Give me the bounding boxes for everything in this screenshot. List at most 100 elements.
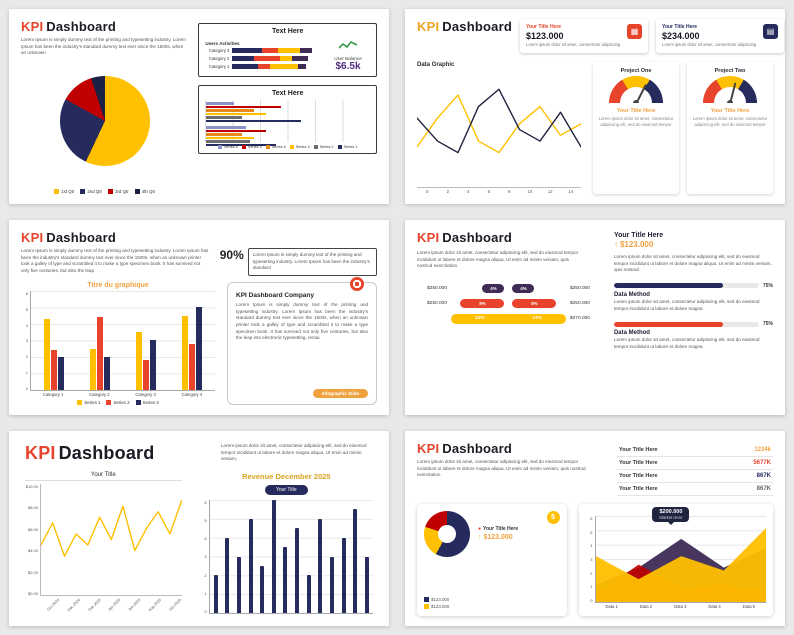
lg-swatch-part <box>337 145 342 149</box>
vb-ytick-part: 4 <box>25 322 28 328</box>
hg-bar-part <box>206 109 255 112</box>
hs-label-part: Category 3 <box>208 48 230 53</box>
lc-plot-part <box>40 484 182 596</box>
lg-swatch-part <box>134 189 140 194</box>
stat-card-2: Your Title Here $234.000 Lorem ipsum dol… <box>655 19 784 53</box>
lg-label-part: 4th Qtr <box>141 189 156 194</box>
vb-group-part <box>44 291 64 390</box>
vb-xlabels-part: Data 1 Data 2 Data 3 Data 4 Data 5 <box>595 604 766 609</box>
stat-title: Your Title Here <box>661 24 698 30</box>
fn-pill-part: 4% <box>512 283 535 293</box>
hg-bar-part <box>206 136 255 139</box>
donut-row: $ ● Your Title Here ↑ $123.000 <box>424 511 560 594</box>
monthly-line-chart: $10.00 $8.00 $6.00 $4.00 $2.00 $0.00 Oct 2024 D… <box>25 484 182 614</box>
hg-bar-part <box>206 143 277 146</box>
slide6-bottom-row: $ ● Your Title Here ↑ $123.000 $123.000 $1… <box>417 504 773 616</box>
pg-fill-part <box>613 283 723 289</box>
fn-bar-label-part: 14% <box>532 316 542 322</box>
hs-seg-part <box>232 56 255 61</box>
lg-swatch-part <box>313 145 318 149</box>
data-method-label: Data Method <box>613 330 650 337</box>
span-part: Oct 2024 <box>46 598 61 612</box>
vb-bar-part <box>44 319 50 390</box>
vb-bar-part <box>97 317 103 390</box>
vb-bar-part <box>182 315 188 390</box>
title-rest: Dashboard <box>442 19 512 34</box>
hs-bars-part <box>232 64 307 69</box>
span-part: 8 <box>508 189 511 194</box>
vb-col-part <box>283 547 288 613</box>
your-title-pill[interactable]: Your Title <box>264 485 308 495</box>
svg-part <box>41 484 182 595</box>
vb-corner-part <box>586 604 595 609</box>
calculator-icon: ▦ <box>626 24 642 39</box>
project-subtitle: Your Title Here <box>710 107 750 114</box>
lg-item-part: 3rd Qtr <box>108 189 129 194</box>
quarterly-pie-chart <box>59 76 150 167</box>
lg-item-part: Series 1 <box>77 400 100 405</box>
spark-line-icon <box>338 40 358 49</box>
pg-label-part: 75% <box>762 321 773 328</box>
lc-row-part <box>417 72 581 188</box>
slide2-header: KPI Dashboard Your Title Here $123.000 Lo… <box>417 19 784 53</box>
user-balance-label: User Balance <box>334 56 362 61</box>
project-one-card: Project One Your Title Here Lorem ipsum … <box>593 61 679 194</box>
slide6-header-row: KPI Dashboard Lorem ipsum dolor sit amet,… <box>417 441 773 496</box>
kpi-label: Your Title Here <box>619 460 658 466</box>
vb-ytick-part: 6 <box>590 516 593 521</box>
stat-description: Lorem ipsum dolor sit amet, consectetur … <box>525 42 621 47</box>
donut-info: $ ● Your Title Here ↑ $123.000 <box>478 511 560 594</box>
infographic-slide-button[interactable]: Infographic Slide <box>312 389 368 398</box>
lg-swatch-part <box>80 189 86 194</box>
lg-item-part: 1st Qtr <box>54 189 74 194</box>
vb-ytick-part: 6 <box>25 290 28 296</box>
lc-corner-part <box>25 597 40 614</box>
stat-card-1: Your Title Here $123.000 Lorem ipsum dol… <box>519 19 648 53</box>
grouped-bar-chart: 6 5 4 3 2 1 0 Category 1 Category 2 Category 3 Cat… <box>21 290 215 397</box>
vb-x-part: Data 1 Data 2 Data 3 Data 4 Data 5 <box>586 604 766 609</box>
project-one-gauge <box>609 75 663 103</box>
fn-mid-part: 8% 8% <box>451 298 566 308</box>
donut-title: ● Your Title Here <box>478 526 518 532</box>
svg-part <box>417 72 581 187</box>
stat-value: $234.000 <box>661 31 700 41</box>
title-rest: Dashboard <box>58 443 155 463</box>
hg-bar-part <box>206 116 243 119</box>
project-two-gauge <box>703 75 757 103</box>
revenue-column-chart: 6 5 4 3 2 1 0 <box>200 500 373 614</box>
vb-col-part <box>306 575 311 613</box>
lc-ytick-part: $4.00 <box>27 548 38 554</box>
stat-value: $123.000 <box>525 31 564 41</box>
donut-amount: $123.000 <box>483 534 513 541</box>
funnel-chart: $250.000 4% 4% $250.000 $250.000 8% 8% $250.000… <box>417 283 600 324</box>
lg-label-part: Series 3 <box>142 400 159 405</box>
vb-ytick-part: 0 <box>590 597 593 603</box>
vb-col-part <box>271 500 276 613</box>
lg-label-part: Series 2 <box>319 145 334 149</box>
project-title: Project Two <box>714 67 746 74</box>
vb-ytick-part: 3 <box>590 556 593 562</box>
data-method-progress-1: 75% <box>613 283 773 289</box>
side-paragraph: Lorem ipsum dolor sit amet, consectetur … <box>613 254 772 273</box>
user-balance-value: $6.5k <box>335 61 361 72</box>
vb-bar-part <box>58 357 64 390</box>
lc-ytick-part: $8.00 <box>27 505 38 511</box>
project-description: Lorem ipsum dolor sit amet, consectetur … <box>692 115 768 127</box>
span-part: 4 <box>467 189 470 194</box>
lc-xlabels-part: Oct 2024 Dec 2024 Feb 2025 Apr 2025 Jun 2025… <box>40 597 182 614</box>
title-accent: KPI <box>417 19 440 34</box>
fn-mid-part: 12% 14% <box>451 313 566 324</box>
fn-side-part: $250.000 <box>426 285 447 291</box>
coin-icon: $ <box>546 511 560 524</box>
data-graphic-block: Data Graphic 0 2 4 6 8 10 12 14 <box>417 62 581 194</box>
kpi-row: Your Title Here 1234k <box>617 444 773 457</box>
tooltip-label: Market Here <box>659 515 683 520</box>
ledger-icon: ▤ <box>762 24 778 39</box>
kpi-label: Your Title Here <box>619 486 658 492</box>
slide5-main: Your Title $10.00 $8.00 $6.00 $4.00 $2.00 $0.… <box>25 472 373 614</box>
pie-chart-wrap <box>21 57 188 186</box>
user-balance-block: User Balance $6.5k <box>326 38 370 72</box>
lg-swatch-part <box>217 145 222 149</box>
data-graphic-label: Data Graphic <box>417 61 455 68</box>
span-part: Oct 2025 <box>168 598 183 612</box>
